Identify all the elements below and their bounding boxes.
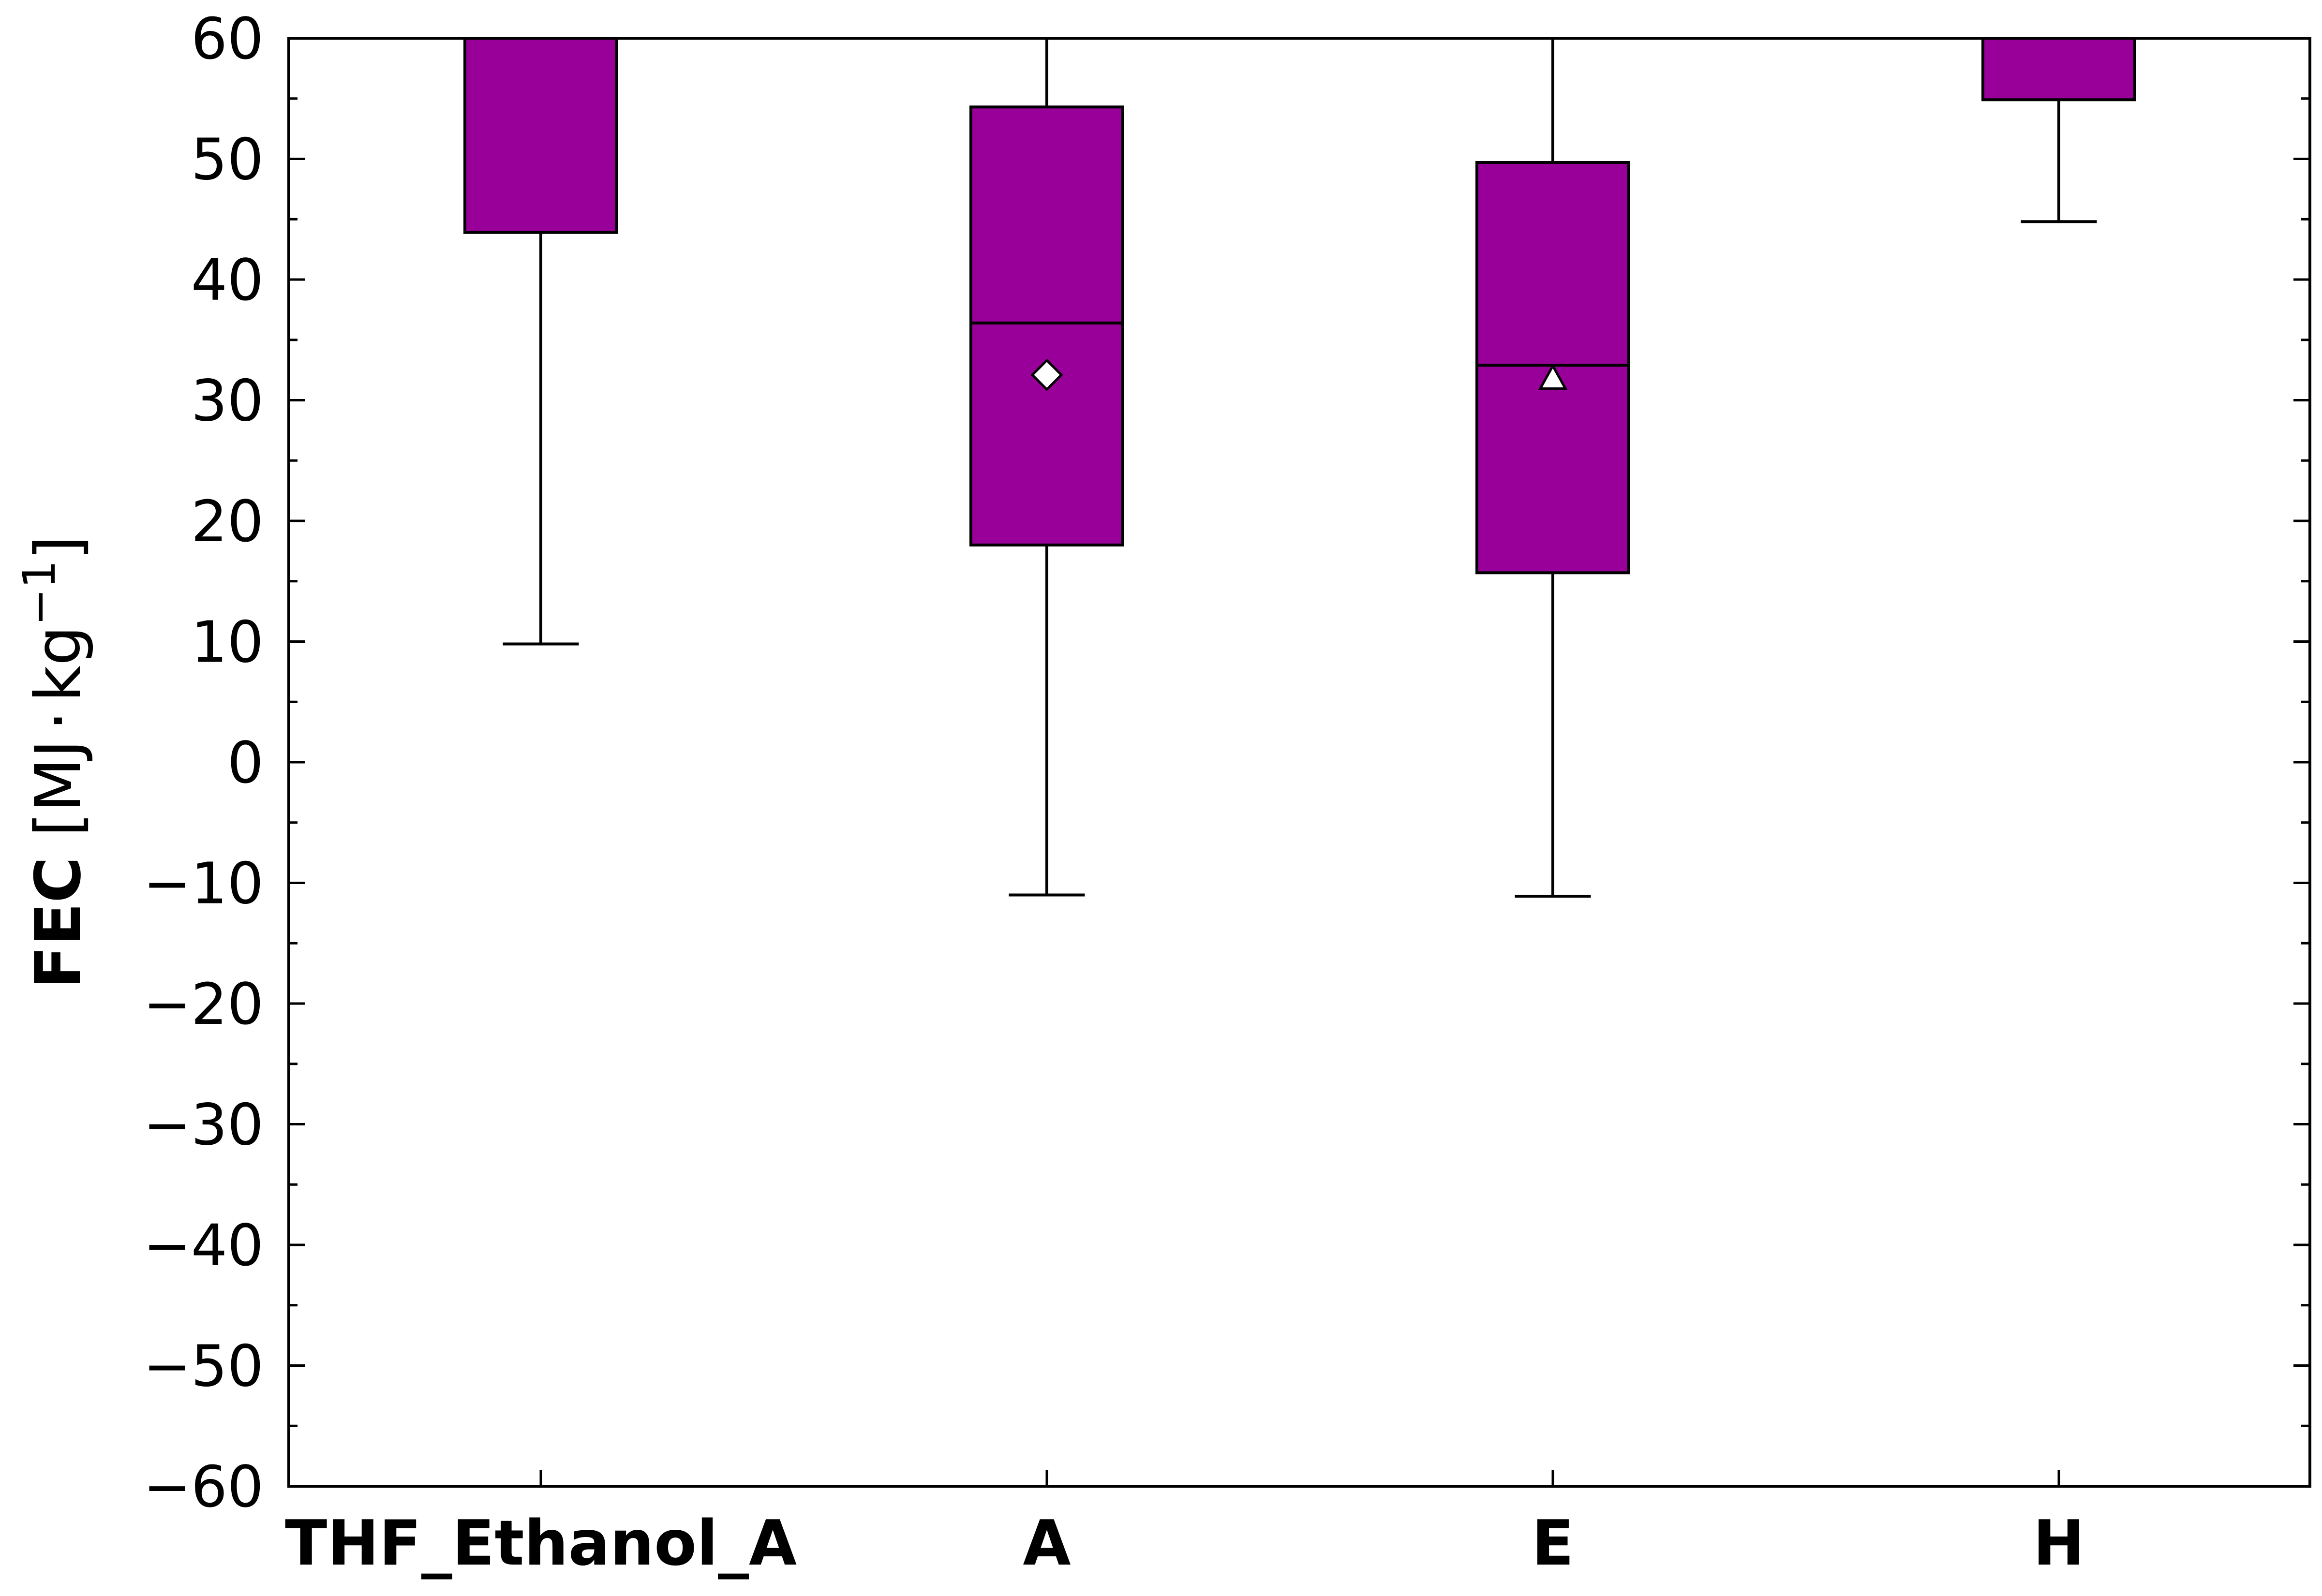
y-tick-label: 50 <box>191 126 264 193</box>
y-tick-label: −50 <box>143 1333 264 1400</box>
mean-marker-a <box>1030 358 1063 391</box>
y-tick-label: −30 <box>143 1092 264 1158</box>
y-axis-title-unit-mid: kg <box>21 626 95 702</box>
y-tick-label: 10 <box>191 609 264 676</box>
y-tick-label: 40 <box>191 247 264 313</box>
y-axis-title: FEC [MJ · kg−1] <box>14 535 95 989</box>
y-tick-label: 0 <box>227 729 264 796</box>
mean-marker-e <box>1538 363 1568 390</box>
x-tick-label-h: H <box>2033 1507 2084 1580</box>
box-thf-ethanol-a <box>463 38 618 234</box>
box-h <box>1981 38 2136 102</box>
y-tick-label: 20 <box>191 488 264 555</box>
y-axis-title-unit-suffix: ] <box>21 535 95 560</box>
box-group-a <box>969 38 1124 897</box>
y-axis-title-dot: · <box>21 711 95 731</box>
y-tick-label: −40 <box>143 1212 264 1279</box>
axes-layer <box>287 37 2311 1488</box>
box-a <box>969 105 1124 547</box>
x-tick-label-a: A <box>1023 1507 1071 1580</box>
y-axis-title-exponent: −1 <box>14 560 65 626</box>
y-tick-label: −60 <box>143 1453 264 1520</box>
x-tick-label-e: E <box>1532 1507 1574 1580</box>
y-tick-label: 30 <box>191 368 264 434</box>
box-group-thf-ethanol-a <box>463 38 618 646</box>
box-group-h <box>1981 38 2136 223</box>
box-group-e <box>1475 38 1630 898</box>
plot-frame <box>287 37 2311 1488</box>
y-axis-title-unit-prefix: [MJ <box>21 739 95 857</box>
x-tick-label-thf-ethanol-a: THF_Ethanol_A <box>285 1507 797 1580</box>
y-tick-label: −20 <box>143 971 264 1037</box>
y-axis-title-bold: FEC <box>21 857 95 989</box>
y-tick-label: −10 <box>143 850 264 917</box>
y-tick-label: 60 <box>191 5 264 72</box>
boxes-layer <box>463 38 2136 898</box>
labels-layer: −60 −50 −40 −30 −20 −10 0 10 20 30 40 50 60 THF_Ethan… <box>143 5 2085 1580</box>
